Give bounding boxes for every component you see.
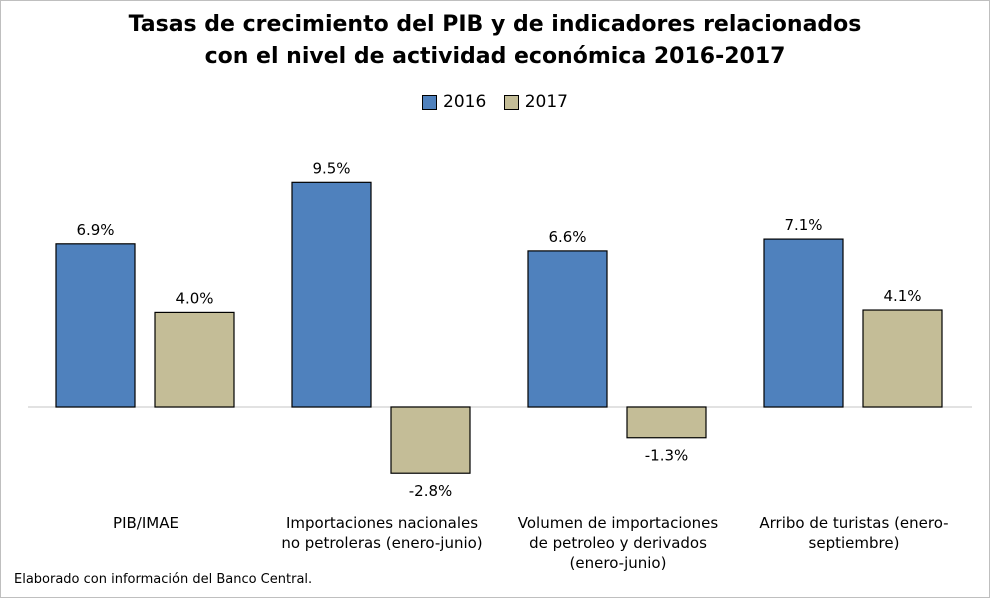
category-label-1-line-1: PIB/IMAE bbox=[113, 514, 179, 532]
source-note: Elaborado con información del Banco Cent… bbox=[14, 572, 313, 587]
category-label-2-line-1: Importaciones nacionales bbox=[286, 514, 478, 532]
legend-swatch-2017 bbox=[503, 94, 519, 110]
bar-2017-3 bbox=[626, 406, 707, 439]
bar-2017-2 bbox=[390, 406, 471, 474]
legend-swatch-2016 bbox=[422, 94, 438, 110]
category-label-3-line-1: Volumen de importaciones bbox=[518, 514, 719, 532]
legend-item-2016: 2016 bbox=[422, 92, 486, 112]
category-label-4-line-2: septiembre) bbox=[809, 534, 900, 552]
bar-2016-4 bbox=[763, 238, 844, 408]
data-label-2016-2: 9.5% bbox=[312, 159, 350, 177]
category-label-4-line-1: Arribo de turistas (enero- bbox=[759, 514, 948, 532]
data-label-2016-4: 7.1% bbox=[784, 216, 822, 234]
chart-subtitle: con el nivel de actividad económica 2016… bbox=[204, 44, 786, 69]
data-label-2016-3: 6.6% bbox=[548, 228, 586, 246]
category-label-3-line-3: (enero-junio) bbox=[570, 554, 667, 572]
data-label-2017-1: 4.0% bbox=[175, 289, 213, 307]
chart-title: Tasas de crecimiento del PIB y de indica… bbox=[128, 12, 862, 37]
category-label-3-line-2: de petroleo y derivados bbox=[529, 534, 707, 552]
data-label-2017-2: -2.8% bbox=[409, 482, 453, 500]
legend-label-2016: 2016 bbox=[443, 92, 487, 112]
category-label-2-line-2: no petroleras (enero-junio) bbox=[281, 534, 482, 552]
bar-2016-1 bbox=[55, 243, 136, 408]
bar-2016-2 bbox=[291, 181, 372, 408]
bar-2016-3 bbox=[527, 250, 608, 408]
data-label-2017-3: -1.3% bbox=[645, 447, 689, 465]
legend-item-2017: 2017 bbox=[503, 92, 568, 112]
chart-legend: 2016 2017 bbox=[0, 92, 990, 115]
data-label-2017-4: 4.1% bbox=[883, 287, 921, 305]
legend-label-2017: 2017 bbox=[524, 92, 568, 112]
bar-2017-4 bbox=[862, 309, 943, 408]
data-label-2016-1: 6.9% bbox=[76, 221, 114, 239]
bar-2017-1 bbox=[154, 311, 235, 408]
